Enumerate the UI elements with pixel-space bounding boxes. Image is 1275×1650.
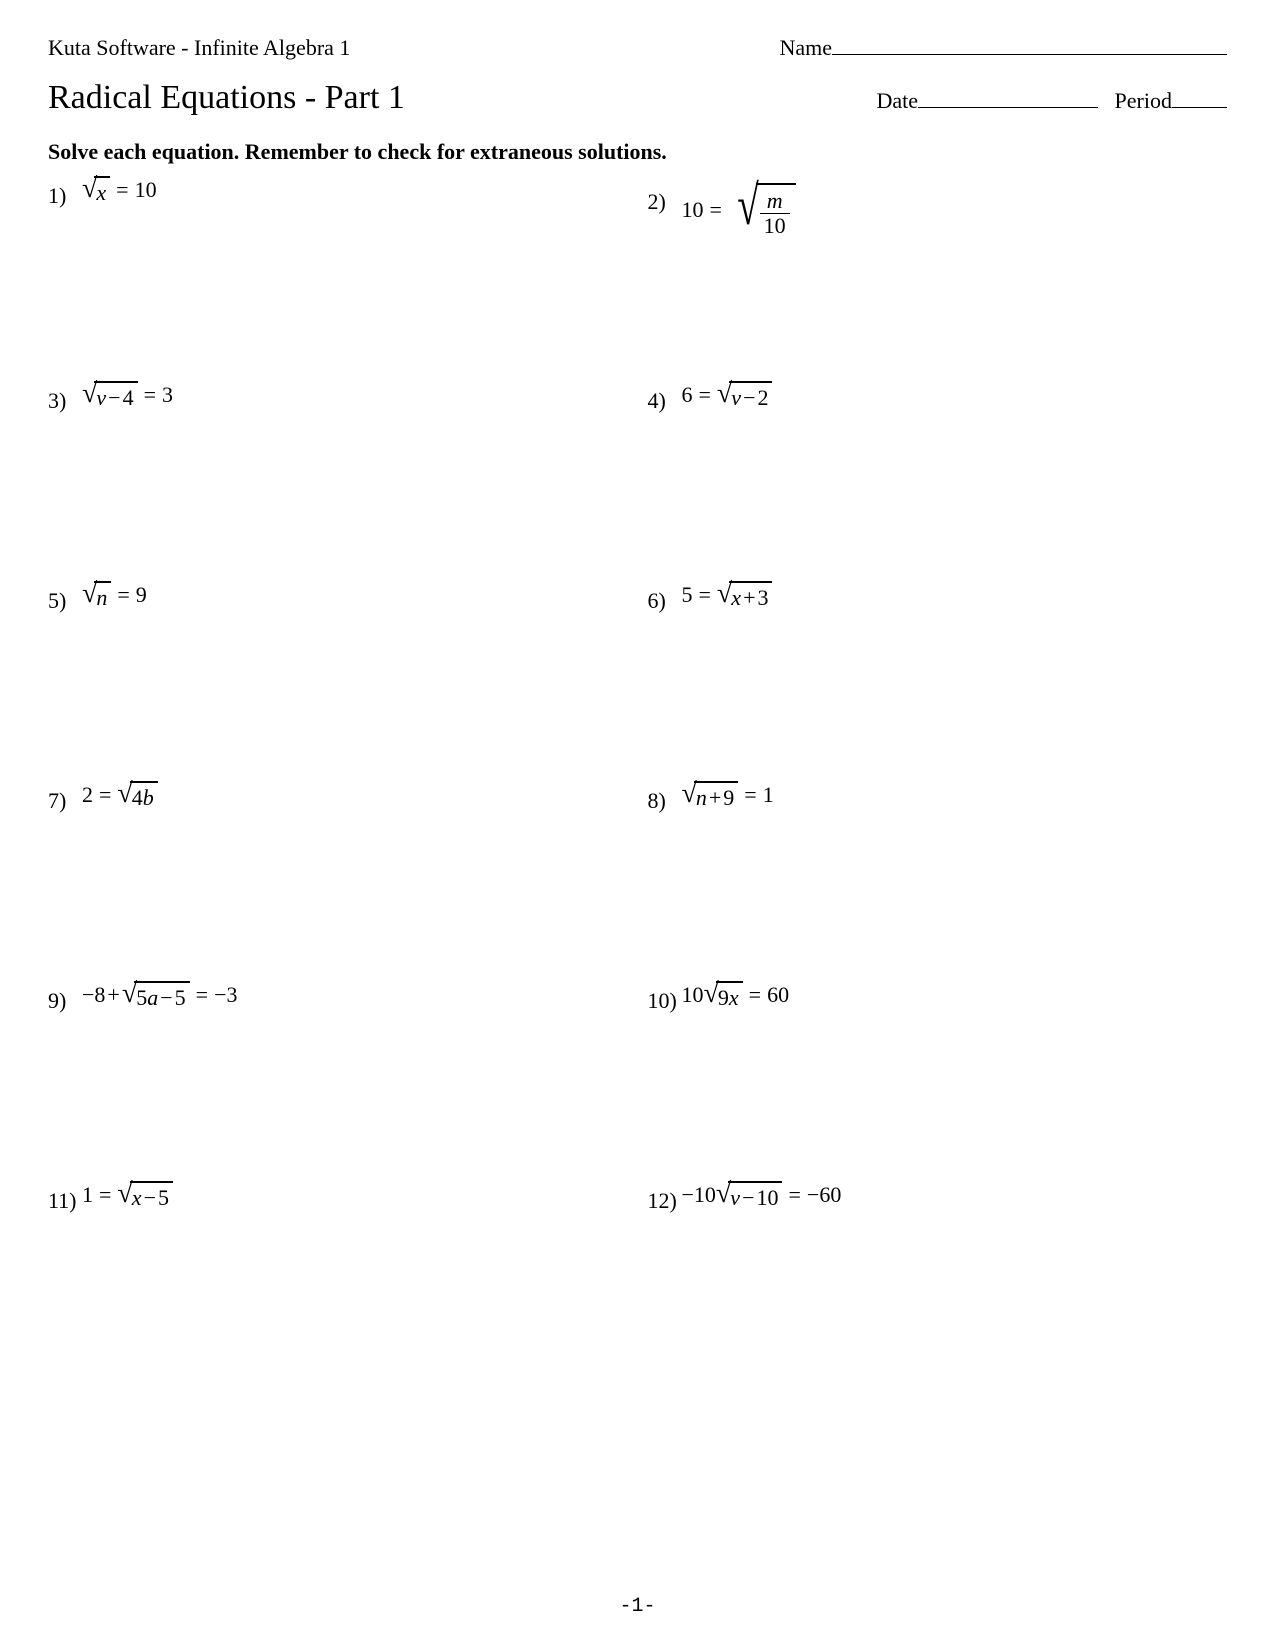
- problem-expression: −8 + √ 5a − 5 = −3: [82, 980, 237, 1011]
- problem-row: 7) 2 = √ 4b 8) √: [48, 780, 1227, 980]
- sqrt-icon: √ m 10: [728, 181, 796, 240]
- date-label: Date: [877, 88, 919, 113]
- sqrt-icon: √ x: [82, 175, 110, 206]
- problem-expression: 10 = √ m 10: [682, 181, 796, 240]
- sqrt-icon: √ x + 3: [717, 580, 773, 611]
- lhs: 5: [682, 582, 693, 608]
- rhs: 60: [767, 982, 789, 1008]
- sqrt-icon: √ v − 4: [82, 380, 138, 411]
- problem-number: 1): [48, 175, 82, 209]
- sqrt-icon: √ 4b: [117, 780, 157, 811]
- problem-7: 7) 2 = √ 4b: [48, 780, 638, 814]
- problem-row: 3) √ v − 4 = 3 4) 6: [48, 380, 1227, 580]
- sqrt-icon: √ n + 9: [682, 780, 739, 811]
- equals: =: [782, 1182, 806, 1208]
- problem-number: 5): [48, 580, 82, 614]
- equals: =: [743, 982, 767, 1008]
- software-name: Kuta Software - Infinite Algebra 1: [48, 35, 350, 61]
- problem-2: 2) 10 = √ m 10: [638, 175, 1228, 240]
- problem-9: 9) −8 + √ 5a − 5 = −3: [48, 980, 638, 1014]
- sqrt-icon: √ x − 5: [117, 1180, 173, 1211]
- sqrt-icon: √ 5a − 5: [122, 980, 190, 1011]
- problem-5: 5) √ n = 9: [48, 580, 638, 614]
- coeff: 10: [682, 982, 704, 1008]
- equals: =: [738, 782, 762, 808]
- sqrt-icon: √ v − 2: [717, 380, 773, 411]
- problem-6: 6) 5 = √ x + 3: [638, 580, 1228, 614]
- problem-expression: √ x = 10: [82, 175, 157, 206]
- problem-expression: 2 = √ 4b: [82, 780, 158, 811]
- problems-grid: 1) √ x = 10 2) 10 = √: [48, 175, 1227, 1300]
- problem-number: 7): [48, 780, 82, 814]
- coeff: −10: [682, 1182, 716, 1208]
- worksheet-page: Kuta Software - Infinite Algebra 1 Name …: [0, 0, 1275, 1650]
- problem-expression: −10 √ v − 10 = −60: [682, 1180, 842, 1211]
- problem-10: 10) 10 √ 9x = 60: [638, 980, 1228, 1014]
- equals: =: [704, 197, 728, 223]
- problem-number: 2): [648, 181, 682, 215]
- equals: =: [93, 782, 117, 808]
- lhs: 2: [82, 782, 93, 808]
- sqrt-icon: √ v − 10: [716, 1180, 783, 1211]
- problem-row: 9) −8 + √ 5a − 5 = −3: [48, 980, 1227, 1180]
- rhs: 3: [162, 382, 173, 408]
- page-number: -1-: [0, 1595, 1275, 1618]
- equals: =: [693, 582, 717, 608]
- rhs: 1: [763, 782, 774, 808]
- problem-number: 6): [648, 580, 682, 614]
- problem-expression: 5 = √ x + 3: [682, 580, 773, 611]
- problem-expression: √ v − 4 = 3: [82, 380, 173, 411]
- problem-4: 4) 6 = √ v − 2: [638, 380, 1228, 414]
- problem-1: 1) √ x = 10: [48, 175, 638, 209]
- name-label: Name: [779, 35, 832, 60]
- header-row: Kuta Software - Infinite Algebra 1 Name: [48, 34, 1227, 61]
- problem-number: 9): [48, 980, 82, 1014]
- problem-12: 12) −10 √ v − 10 = −60: [638, 1180, 1228, 1214]
- date-blank[interactable]: [918, 87, 1098, 108]
- plus: +: [105, 982, 121, 1008]
- lhs: 1: [82, 1182, 93, 1208]
- instructions: Solve each equation. Remember to check f…: [48, 139, 1227, 165]
- equals: =: [138, 382, 162, 408]
- problem-expression: 1 = √ x − 5: [82, 1180, 173, 1211]
- problem-8: 8) √ n + 9 = 1: [638, 780, 1228, 814]
- problem-number: 3): [48, 380, 82, 414]
- rhs: −3: [214, 982, 237, 1008]
- name-blank[interactable]: [832, 34, 1227, 55]
- problem-number: 4): [648, 380, 682, 414]
- problem-row: 5) √ n = 9 6) 5 = √: [48, 580, 1227, 780]
- problem-number: 10): [648, 980, 682, 1014]
- rhs: 9: [136, 582, 147, 608]
- period-label: Period: [1115, 88, 1172, 113]
- problem-3: 3) √ v − 4 = 3: [48, 380, 638, 414]
- problem-number: 11): [48, 1180, 82, 1214]
- problem-expression: 10 √ 9x = 60: [682, 980, 790, 1011]
- fraction: m 10: [760, 189, 790, 238]
- problem-expression: √ n = 9: [82, 580, 147, 611]
- problem-11: 11) 1 = √ x − 5: [48, 1180, 638, 1214]
- sqrt-icon: √ 9x: [704, 980, 743, 1011]
- equals: =: [190, 982, 214, 1008]
- equals: =: [111, 582, 135, 608]
- equals: =: [93, 1182, 117, 1208]
- title-row: Radical Equations - Part 1 Date Period: [48, 79, 1227, 117]
- problem-number: 12): [648, 1180, 682, 1214]
- equals: =: [693, 382, 717, 408]
- name-field: Name: [779, 34, 1227, 61]
- problem-row: 11) 1 = √ x − 5 12): [48, 1180, 1227, 1300]
- equals: =: [110, 177, 134, 203]
- period-blank[interactable]: [1172, 87, 1227, 108]
- problem-expression: 6 = √ v − 2: [682, 380, 773, 411]
- rhs: 10: [135, 177, 157, 203]
- term: −8: [82, 982, 105, 1008]
- problem-row: 1) √ x = 10 2) 10 = √: [48, 175, 1227, 380]
- lhs: 6: [682, 382, 693, 408]
- rhs: −60: [807, 1182, 841, 1208]
- lhs: 10: [682, 197, 704, 223]
- date-period: Date Period: [877, 87, 1227, 114]
- sqrt-icon: √ n: [82, 580, 111, 611]
- problem-number: 8): [648, 780, 682, 814]
- worksheet-title: Radical Equations - Part 1: [48, 79, 405, 117]
- problem-expression: √ n + 9 = 1: [682, 780, 774, 811]
